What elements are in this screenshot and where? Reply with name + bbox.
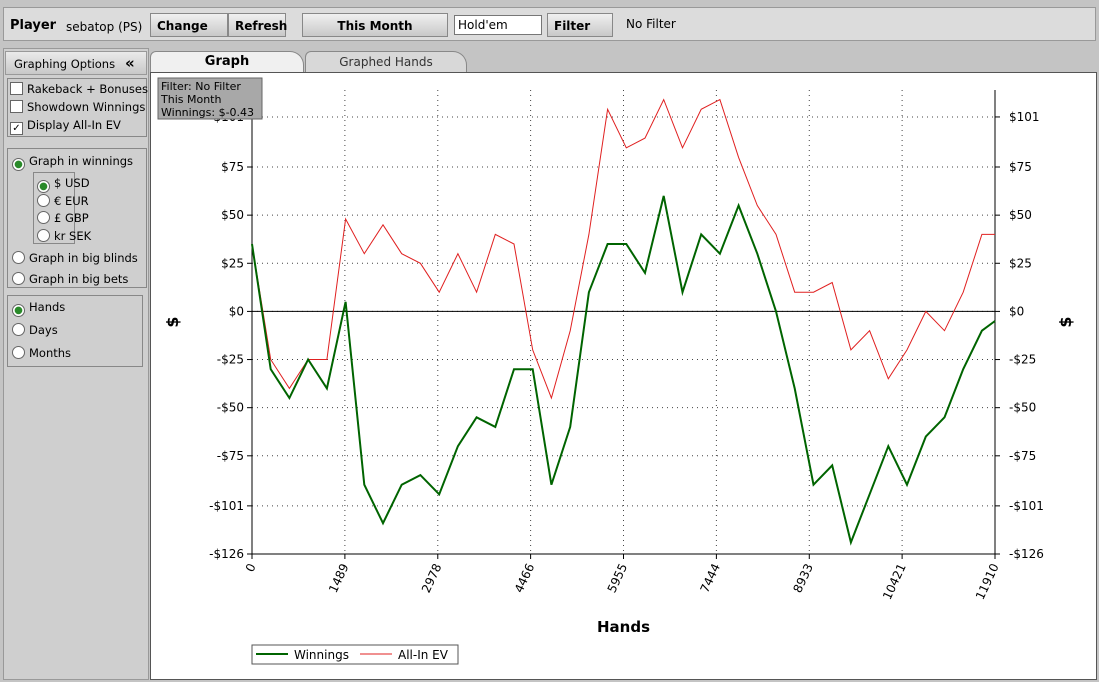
chart: -$126 -$126 -$101 -$101 -$75 -$75 -$50 -$50 -$25… [150, 72, 1097, 680]
option-label: Display All-In EV [27, 118, 121, 132]
radio[interactable] [37, 228, 50, 242]
options-panel [3, 48, 149, 680]
y-tick-label: $0 [229, 304, 244, 318]
radio-option[interactable]: ● Hands [12, 300, 65, 317]
radio[interactable] [12, 346, 25, 359]
y2-tick-label: $75 [1009, 160, 1032, 174]
change-button[interactable]: Change [150, 13, 228, 37]
radio[interactable] [37, 193, 50, 207]
legend-box [251, 644, 459, 665]
option-label: $ USD [54, 176, 90, 190]
y2-tick-label: $50 [1009, 208, 1032, 222]
tab-graphed-hands[interactable]: Graphed Hands [305, 51, 467, 72]
legend-label: All-In EV [398, 648, 449, 662]
collapse-button[interactable]: « [125, 54, 135, 72]
checkbox-option[interactable]: ✓ Display All-In EV [10, 118, 121, 135]
y-tick-label: -$50 [217, 401, 244, 415]
option-label: Graph in big bets [29, 272, 129, 286]
radio[interactable]: ● [12, 304, 25, 317]
player-label: Player [10, 18, 57, 33]
radio-option[interactable]: ● Graph in winnings [12, 154, 133, 171]
option-label: Months [29, 346, 72, 360]
radio[interactable]: ● [12, 158, 25, 171]
tooltip-line: Winnings: $-0.43 [161, 106, 254, 119]
radio[interactable] [12, 251, 25, 264]
filter-status: No Filter [626, 17, 676, 31]
y2-tick-label: -$25 [1009, 353, 1036, 367]
radio-option[interactable]: Graph in big bets [12, 272, 128, 286]
y-tick-label: -$25 [217, 353, 244, 367]
y-tick-label: -$101 [209, 499, 244, 513]
y2-tick-label: $0 [1009, 304, 1024, 318]
option-label: Rakeback + Bonuses [27, 82, 148, 96]
option-label: kr SEK [54, 228, 92, 243]
checkbox-group [7, 78, 147, 137]
option-label: Graph in winnings [29, 154, 134, 168]
y2-tick-label: -$101 [1009, 499, 1044, 513]
series-line [251, 98, 995, 400]
x-axis-label: Hands [597, 618, 650, 636]
y2-tick-label: -$75 [1009, 449, 1036, 463]
radio[interactable] [37, 211, 50, 224]
y-tick-label: -$75 [217, 449, 244, 463]
tooltip-box [157, 77, 263, 120]
y2-tick-label: $101 [1009, 110, 1040, 124]
radio-option[interactable]: Days [12, 323, 58, 337]
radio-option[interactable]: ● $ USD [37, 176, 90, 193]
tooltip-line: This Month [160, 93, 221, 106]
currency-group [33, 172, 75, 244]
y2-tick-label: $25 [1009, 256, 1032, 270]
game-select-text: Hold'em [458, 18, 508, 32]
radio[interactable]: ● [37, 180, 50, 193]
tooltip-line: Filter: No Filter [161, 80, 241, 93]
radio[interactable] [12, 272, 25, 285]
game-select[interactable]: Hold'em [454, 15, 542, 35]
option-label: Days [29, 323, 58, 337]
checkbox[interactable] [10, 100, 23, 113]
y-tick-label: -$126 [209, 547, 244, 561]
checkbox[interactable]: ✓ [10, 122, 23, 135]
checkbox-option[interactable]: Showdown Winnings [10, 100, 145, 114]
filter-button[interactable]: Filter [547, 13, 613, 37]
radio-option[interactable]: Months [12, 346, 71, 360]
series-line [251, 195, 996, 546]
panel-header [5, 51, 147, 75]
radio-option[interactable]: € EUR [37, 193, 89, 208]
checkbox[interactable] [10, 82, 23, 95]
mode-group [7, 148, 147, 288]
option-label: £ GBP [54, 211, 89, 225]
option-label: Showdown Winnings [27, 100, 146, 114]
option-label: € EUR [54, 193, 89, 208]
refresh-button[interactable]: Refresh [228, 13, 287, 37]
option-label: Hands [29, 300, 66, 314]
radio-option[interactable]: Graph in big blinds [12, 251, 138, 265]
units-group [7, 295, 143, 367]
y-tick-label: $25 [221, 256, 244, 270]
panel-title: Graphing Options [14, 57, 116, 71]
tab-graph[interactable]: Graph [150, 51, 304, 72]
option-label: Graph in big blinds [29, 251, 138, 265]
y-axis-label: $ [163, 316, 182, 327]
y2-tick-label: -$126 [1009, 547, 1044, 561]
y2-axis-label: $ [1056, 316, 1075, 327]
y-tick-label: $50 [221, 208, 244, 222]
y2-tick-label: -$50 [1009, 401, 1036, 415]
checkbox-option[interactable]: Rakeback + Bonuses [10, 82, 148, 96]
player-name: sebatop (PS) [66, 20, 143, 34]
period-button[interactable]: This Month [302, 13, 448, 37]
radio[interactable] [12, 323, 25, 336]
legend-label: Winnings [294, 648, 349, 662]
y-tick-label: $75 [221, 160, 244, 174]
radio-option[interactable]: £ GBP [37, 211, 89, 225]
radio-option[interactable]: kr SEK [37, 228, 92, 243]
